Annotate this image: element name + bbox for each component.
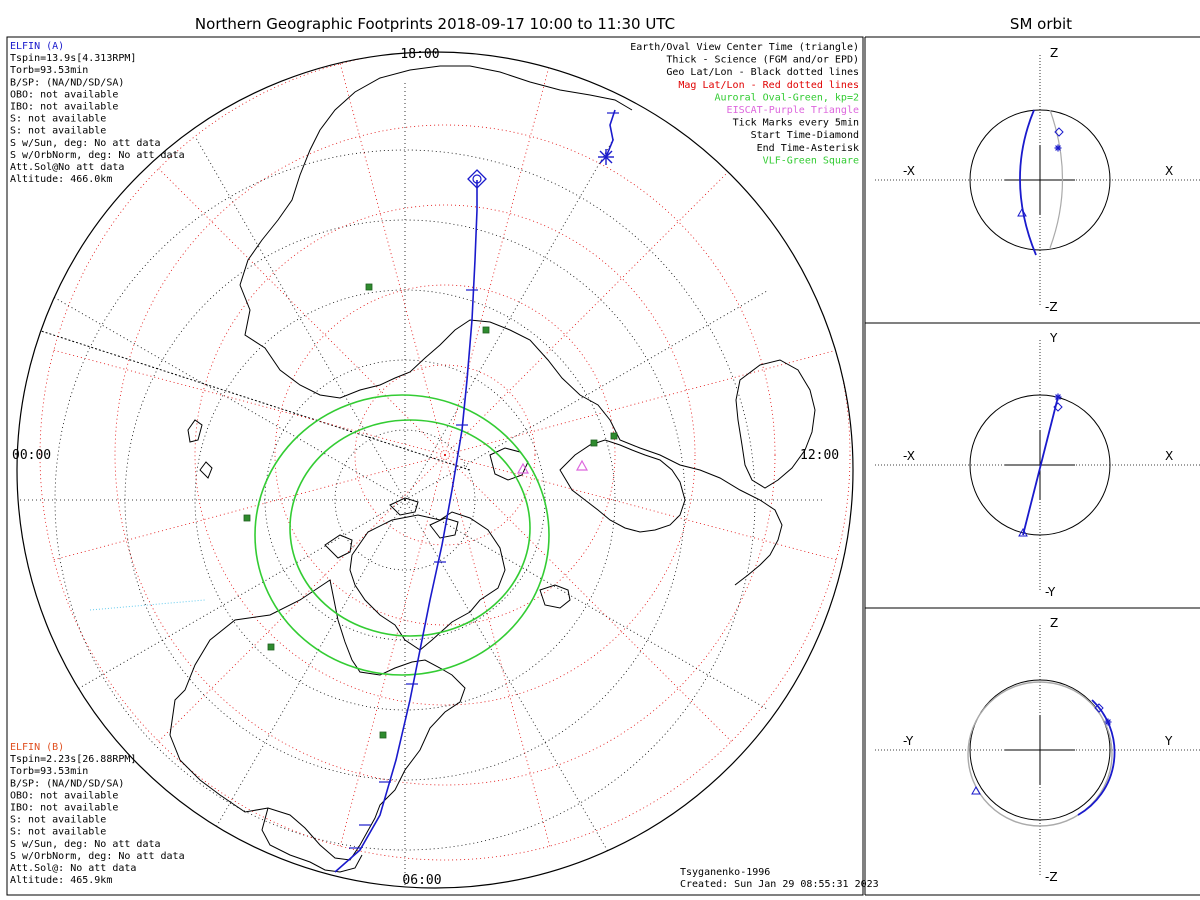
time-label-top: 18:00	[400, 47, 439, 62]
main-title: Northern Geographic Footprints 2018-09-1…	[195, 15, 675, 33]
coast-asia	[239, 284, 783, 586]
elfin-a-info: ELFIN (A) Tspin=13.9s[4.313RPM]Torb=93.5…	[10, 41, 185, 185]
legend-entry: Thick - Science (FGM and/or EPD)	[666, 55, 859, 66]
legend-entry: Earth/Oval View Center Time (triangle)	[630, 42, 859, 53]
orbit-axis-left: -X	[903, 449, 915, 463]
info-a-line: B/SP: (NA/ND/SD/SA)	[10, 77, 124, 88]
orbit-axis-right: X	[1165, 164, 1173, 178]
info-a-line: Tspin=13.9s[4.313RPM]	[10, 53, 136, 64]
vlf-stations	[243, 283, 618, 739]
info-b-line: S: not available	[10, 815, 106, 826]
info-b-line: S w/OrbNorm, deg: No att data	[10, 851, 185, 862]
info-a-line: IBO: not available	[10, 102, 118, 113]
auroral-oval-inner	[289, 419, 531, 637]
created-credit: Created: Sun Jan 29 08:55:31 2023	[680, 879, 879, 890]
orbit-axis-left: -Y	[903, 734, 914, 748]
vlf-square	[610, 432, 618, 440]
orbit-axis-bottom: -Z	[1045, 870, 1058, 884]
orbit-panel-3: Z -Z -Y Y	[875, 616, 1200, 884]
coast-africa	[735, 359, 816, 489]
legend-entry: VLF-Green Square	[763, 155, 859, 166]
start-diamond	[467, 169, 487, 189]
legend-entry: End Time-Asterisk	[757, 143, 859, 154]
coast-iceland	[539, 584, 571, 609]
info-a-line: S w/Sun, deg: No att data	[10, 138, 161, 149]
elfin-a-name: ELFIN (A)	[10, 41, 64, 52]
info-a-line: Att.Sol@No att data	[10, 162, 124, 173]
elfin-b-footprint	[605, 109, 616, 158]
orbit-axis-top: Y	[1049, 331, 1058, 345]
orbit-panels: Z -Z -X X Y -Y -X X Z -Z -Y Y	[864, 36, 1200, 896]
coast-south-america	[261, 807, 363, 873]
elfin-b-info: ELFIN (B) Tspin=2.23s[26.88RPM]Torb=93.5…	[10, 742, 185, 886]
info-b-line: Att.Sol@: No att data	[10, 863, 136, 874]
coast-japan	[187, 419, 213, 479]
elfin-b-name: ELFIN (B)	[10, 742, 64, 753]
track-ticks	[349, 112, 619, 849]
orbit-axis-top: Z	[1050, 616, 1058, 630]
model-credit: Tsyganenko-1996	[680, 867, 770, 878]
coast-greenland	[349, 511, 506, 651]
orbit-axis-bottom: -Y	[1045, 585, 1056, 599]
map-frame	[6, 36, 864, 896]
legend-entry: Tick Marks every 5min	[733, 118, 859, 129]
legend: Earth/Oval View Center Time (triangle) Th…	[630, 42, 859, 166]
mag-grid	[39, 52, 851, 861]
legend-entry: Geo Lat/Lon - Black dotted lines	[666, 67, 859, 78]
vlf-square	[365, 283, 373, 291]
info-b-line: IBO: not available	[10, 803, 118, 814]
info-a-line: Torb=93.53min	[10, 65, 88, 76]
vlf-square	[267, 643, 275, 651]
orbit-axis-top: Z	[1050, 46, 1058, 60]
end-asterisk	[598, 149, 614, 165]
orbit-panel-1: Z -Z -X X	[875, 46, 1200, 314]
eiscat-triangle	[575, 459, 589, 471]
legend-entry: Start Time-Diamond	[751, 130, 859, 141]
info-b-line: B/SP: (NA/ND/SD/SA)	[10, 778, 124, 789]
cyan-dotted-segment	[89, 599, 206, 611]
vlf-square	[243, 514, 251, 522]
info-b-line: S w/Sun, deg: No att data	[10, 839, 161, 850]
info-a-line: Altitude: 466.0km	[10, 174, 112, 185]
legend-entry: Mag Lat/Lon - Red dotted lines	[678, 80, 859, 91]
orbit-axis-right: X	[1165, 449, 1173, 463]
orbit-axis-right: Y	[1164, 734, 1173, 748]
eiscat-stations	[516, 459, 589, 474]
info-b-line: S: not available	[10, 827, 106, 838]
orbit-axis-bottom: -Z	[1045, 300, 1058, 314]
elfin-a-footprint	[334, 180, 478, 873]
coast-east-asia	[239, 65, 633, 286]
vlf-square	[482, 326, 490, 334]
side-title: SM orbit	[1010, 15, 1072, 33]
info-b-line: Tspin=2.23s[26.88RPM]	[10, 754, 136, 765]
info-a-line: S: not available	[10, 126, 106, 137]
time-label-bottom: 06:00	[402, 873, 441, 888]
eiscat-triangle	[516, 462, 530, 474]
elfin-track	[334, 109, 619, 873]
time-label-left: 00:00	[12, 448, 51, 463]
auroral-oval-outer	[254, 394, 550, 676]
info-a-line: S: not available	[10, 114, 106, 125]
auroral-oval	[254, 394, 550, 676]
coast-europe	[559, 439, 686, 533]
polar-map	[16, 51, 854, 889]
info-b-line: Altitude: 465.9km	[10, 875, 112, 886]
info-b-line: OBO: not available	[10, 790, 118, 801]
info-a-line: S w/OrbNorm, deg: No att data	[10, 150, 185, 161]
earth-limb	[16, 51, 854, 889]
info-b-line: Torb=93.53min	[10, 766, 88, 777]
vlf-square	[590, 439, 598, 447]
coastlines	[169, 65, 816, 873]
time-label-right: 12:00	[800, 448, 839, 463]
vlf-square	[379, 731, 387, 739]
legend-entry: Auroral Oval-Green, kp=2	[715, 92, 860, 103]
coast-arctic-islands	[324, 497, 459, 559]
info-a-line: OBO: not available	[10, 89, 118, 100]
coast-north-america	[169, 579, 466, 861]
geo-grid	[17, 82, 823, 888]
legend-entry: EISCAT-Purple Triangle	[727, 105, 859, 116]
orbit-axis-left: -X	[903, 164, 915, 178]
orbit-panel-2: Y -Y -X X	[875, 331, 1200, 599]
